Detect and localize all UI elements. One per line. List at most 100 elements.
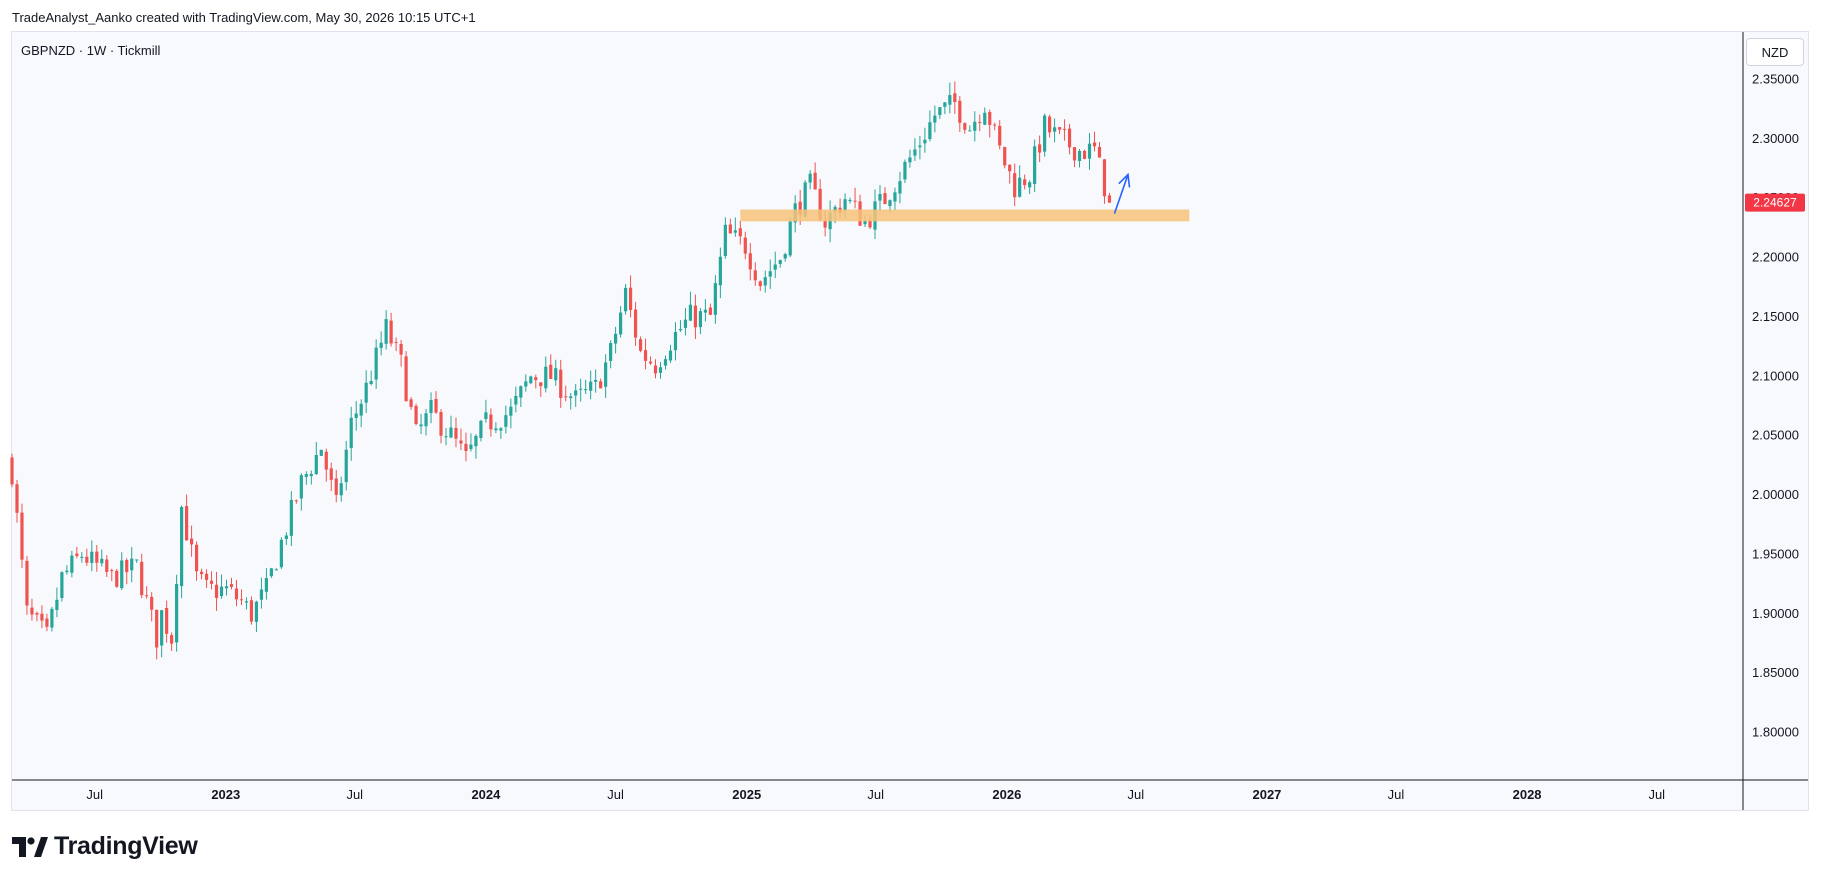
candle-body [120,560,124,589]
candle-body [1028,182,1032,188]
candle-body [609,343,613,361]
candle-body [519,386,523,398]
candle-body [988,111,992,125]
candle-body [189,538,194,545]
candle-body [903,161,907,180]
symbol-interval-label[interactable]: GBPNZD · 1W · Tickmill [21,43,161,58]
chart-panel[interactable] [11,31,1809,811]
candle-body [344,449,348,483]
candle-body [269,568,274,577]
candle-body [274,569,278,571]
last-price-tag-label: 2.24627 [1753,196,1797,210]
candle-body [75,553,79,557]
candle-body [184,506,189,541]
candle-body [688,304,693,321]
candle-body [85,556,89,563]
time-axis: Jul 2023 Jul 2024 Jul 2025 Jul 2026 Jul 2027 Jul 20… [86,787,1665,802]
candle-body [788,221,792,256]
candle-body [1102,159,1107,197]
candle-body [364,382,368,403]
candle-body [753,270,757,281]
candle-body [1008,164,1012,172]
candle-body [419,424,423,427]
candle-body [898,181,902,194]
candle-body [948,95,952,105]
logo-text: TradingView [54,832,198,860]
candle-body [564,396,568,398]
candle-body [135,559,139,561]
candle-body [324,451,328,470]
candle-body [369,381,373,384]
candle-body [703,309,707,313]
last-price-tag-box [1745,193,1805,212]
candle-body [484,412,488,420]
candle-body [165,607,169,634]
candle-body [853,200,857,202]
candle-body [1092,142,1097,147]
candle-body [1062,128,1067,130]
candle-body [983,112,987,125]
candle-body [918,145,922,148]
candle-body [673,331,678,351]
candle-body [489,414,493,430]
candle-body [883,193,887,205]
candle-body [1048,116,1052,133]
currency-button[interactable]: NZD [1746,38,1804,66]
last-price-tag: 2.24627 [1745,193,1805,212]
candle-body [998,125,1002,146]
candle-body [1107,195,1112,203]
time-tick-label: Jul [1648,787,1665,802]
candle-body [888,200,892,207]
candle-body [319,449,323,456]
candle-body [80,556,84,558]
tradingview-logo[interactable]: TradingView [12,832,198,861]
candle-body [15,484,19,513]
candle-body [409,399,413,407]
time-tick-label: Jul [1128,787,1145,802]
candle-body [953,93,957,102]
candle-body [783,254,787,259]
candle-body [150,596,154,610]
candle-body [404,356,408,402]
candle-body [349,417,353,448]
time-tick-label: Jul [346,787,363,802]
candle-body [239,599,244,601]
candle-body [1043,115,1047,152]
candle-body [968,130,972,132]
candle-body [848,199,852,202]
candle-body [90,551,94,563]
candle-body [529,376,533,384]
candle-body [479,420,483,438]
time-tick-label: 2023 [211,787,240,802]
candle-body [509,406,513,416]
candle-body [913,149,917,156]
candle-body [574,390,578,396]
candle-body [214,584,219,598]
candle-body [843,199,847,211]
candle-body [314,454,318,475]
candle-body [1003,146,1007,166]
price-tick-label: 2.15000 [1752,309,1799,324]
candle-body [40,613,44,621]
candle-body [130,558,134,571]
candle-body [878,193,882,201]
candle-body [1023,179,1027,186]
candle-body [708,307,712,315]
candle-body [10,457,14,485]
candle-body [813,172,817,190]
candle-body [100,558,104,564]
price-tick-label: 2.35000 [1752,71,1799,86]
candle-body [219,586,224,597]
candle-body [95,551,99,563]
candle-body [249,600,254,622]
chart-caption: TradeAnalyst_Aanko created with TradingV… [12,10,476,25]
candle-body [808,173,812,183]
candle-body [125,560,129,573]
candle-body [374,347,378,380]
candle-body [623,287,628,312]
candle-body [728,224,732,234]
candle-body [833,207,837,212]
price-tick-label: 2.05000 [1752,428,1799,443]
candle-body [933,115,937,123]
